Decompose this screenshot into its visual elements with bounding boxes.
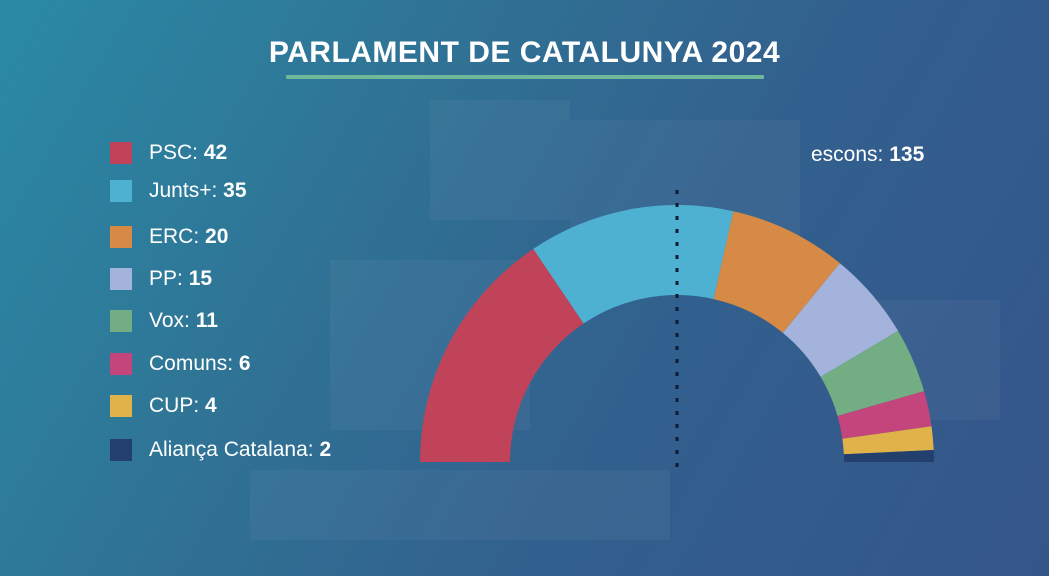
legend-value: 42 xyxy=(203,141,228,164)
legend-label: PSC: 42 xyxy=(149,141,228,164)
seats-label: escons: xyxy=(811,143,884,166)
background-tile xyxy=(250,470,670,540)
legend-label: Aliança Catalana: 2 xyxy=(149,438,332,461)
segment-alian-a-catalana xyxy=(843,450,934,462)
hemicycle-segments xyxy=(420,205,934,462)
legend-value: 2 xyxy=(319,438,332,461)
segment-junts- xyxy=(533,205,734,324)
segment-psc xyxy=(420,248,584,462)
legend-swatch xyxy=(110,395,132,417)
segment-comuns xyxy=(837,391,932,439)
segment-vox xyxy=(820,330,925,416)
legend-value: 11 xyxy=(195,309,218,332)
legend-swatch xyxy=(110,226,132,248)
legend-item: CUP: 4 xyxy=(110,394,217,418)
legend-value: 35 xyxy=(223,179,247,202)
legend-item: Junts+: 35 xyxy=(110,179,247,203)
legend-swatch xyxy=(110,353,132,375)
legend-swatch xyxy=(110,268,132,290)
legend-item: ERC: 20 xyxy=(110,225,228,249)
segment-pp xyxy=(782,263,899,377)
legend-label: Junts+: 35 xyxy=(149,179,247,202)
title-underline xyxy=(286,75,764,79)
legend-label: Comuns: 6 xyxy=(149,352,251,375)
background-tile xyxy=(430,100,570,220)
legend-item: PSC: 42 xyxy=(110,141,227,165)
total-seats: escons: 135 xyxy=(811,143,924,167)
segment-erc xyxy=(713,211,840,333)
legend-label: CUP: 4 xyxy=(149,394,217,417)
seats-total: 135 xyxy=(889,143,925,166)
legend-item: Vox: 11 xyxy=(110,309,218,333)
legend-label: Vox: 11 xyxy=(149,309,218,332)
legend-swatch xyxy=(110,180,132,202)
legend-label: ERC: 20 xyxy=(149,225,229,248)
legend-swatch xyxy=(110,310,132,332)
legend-item: Comuns: 6 xyxy=(110,352,251,376)
legend-value: 6 xyxy=(238,352,251,375)
legend-swatch xyxy=(110,142,132,164)
legend-swatch xyxy=(110,439,132,461)
legend-value: 15 xyxy=(188,267,213,290)
segment-cup xyxy=(842,426,934,455)
legend-value: 20 xyxy=(205,225,229,248)
legend-item: Aliança Catalana: 2 xyxy=(110,438,331,462)
legend-value: 4 xyxy=(205,394,217,417)
chart-title: PARLAMENT DE CATALUNYA 2024 xyxy=(268,36,781,69)
legend-label: PP: 15 xyxy=(149,267,213,290)
legend-item: PP: 15 xyxy=(110,267,212,291)
